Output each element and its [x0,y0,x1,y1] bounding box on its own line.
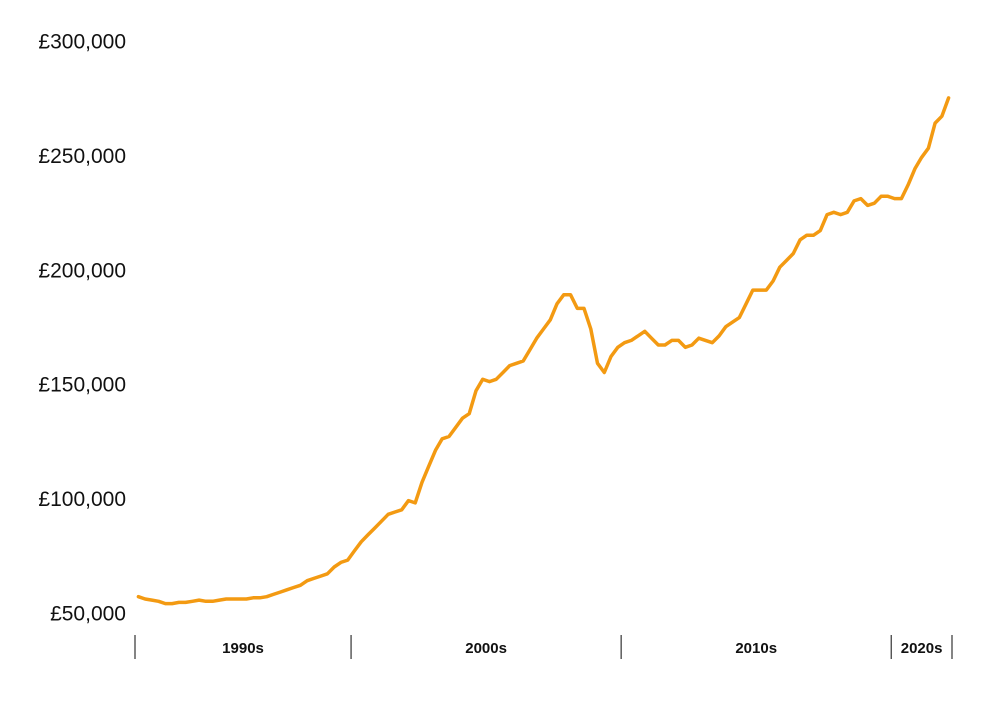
y-tick-label: £100,000 [38,488,126,511]
y-tick-label: £300,000 [38,31,126,54]
x-band-label: 2010s [735,640,777,657]
x-band-label: 1990s [222,640,264,657]
y-tick-label: £250,000 [38,145,126,168]
y-tick-label: £150,000 [38,374,126,397]
x-band-label: 2020s [901,640,943,657]
y-tick-label: £50,000 [50,603,126,626]
y-tick-label: £200,000 [38,259,126,282]
price-line [136,96,951,606]
x-band-label: 2000s [465,640,507,657]
